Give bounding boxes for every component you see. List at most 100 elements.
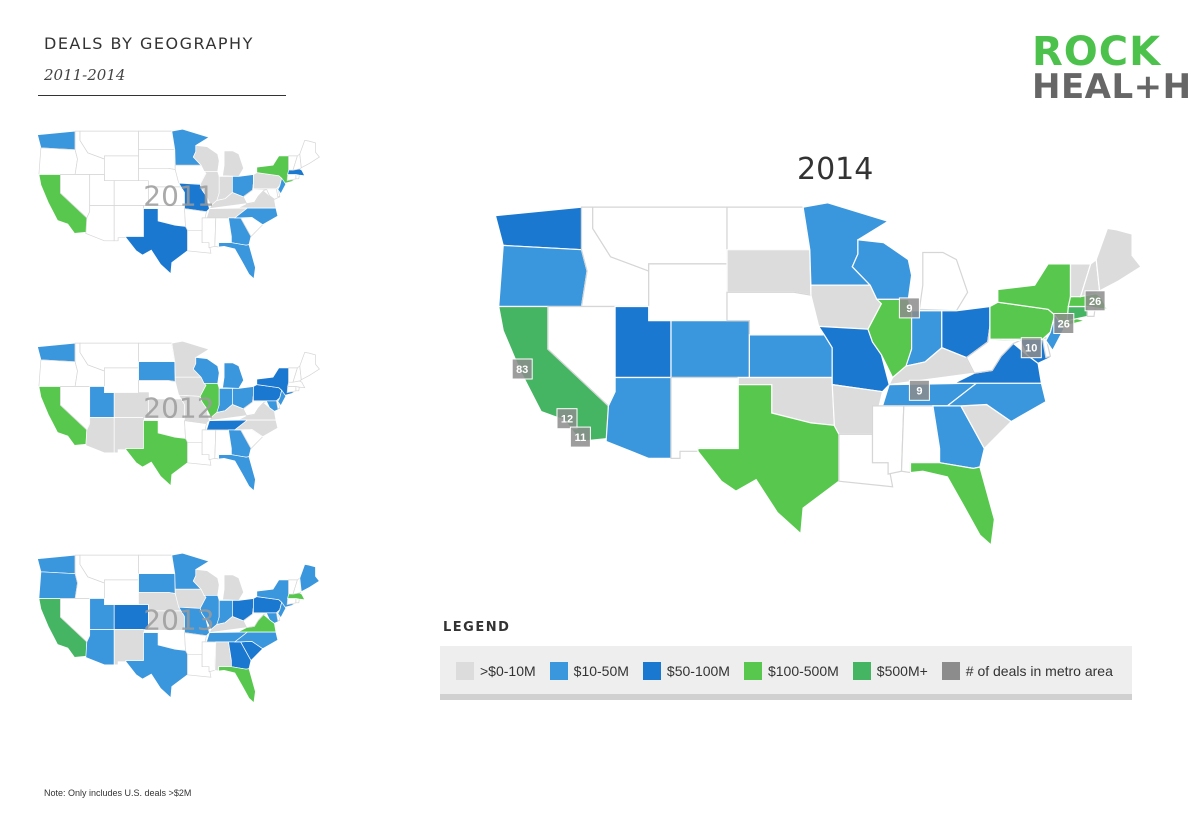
- state-nd: [138, 554, 176, 575]
- legend-swatch: [456, 662, 474, 680]
- legend-label: $50-100M: [666, 663, 730, 679]
- state-wy: [104, 367, 139, 394]
- metro-box: [569, 426, 591, 448]
- state-mi: [222, 362, 244, 389]
- metro-count: 26: [1058, 319, 1070, 331]
- state-nh: [292, 365, 302, 383]
- metro-box: [908, 379, 930, 401]
- map-2011: 2011: [36, 128, 322, 283]
- metro-box: [511, 358, 533, 380]
- state-me: [299, 564, 320, 593]
- metro-marker: 26: [1084, 290, 1106, 312]
- map-2012: 2012: [36, 340, 322, 495]
- legend-label: $100-500M: [767, 663, 839, 679]
- state-nd: [138, 342, 176, 363]
- map-year-label: 2013: [143, 604, 214, 637]
- legend-item-tier3: $100-500M: [743, 662, 839, 680]
- legend-swatch: [549, 662, 568, 680]
- state-ct: [286, 386, 297, 394]
- metro-marker: 12: [556, 408, 578, 430]
- metro-marker: 11: [569, 426, 591, 448]
- metro-marker: 26: [1053, 313, 1075, 334]
- state-mi: [918, 251, 969, 312]
- legend-label: # of deals in metro area: [965, 663, 1113, 679]
- metro-box: [898, 297, 920, 319]
- state-wy: [648, 263, 728, 322]
- state-sd: [726, 249, 812, 296]
- metro-marker: 10: [1020, 337, 1042, 359]
- metro-box: [1020, 337, 1042, 359]
- page-title: DEALS BY GEOGRAPHY: [44, 34, 254, 53]
- state-or: [38, 571, 78, 599]
- state-ma: [287, 168, 306, 177]
- state-wa: [494, 206, 583, 251]
- map-2014-year: 2014: [797, 152, 874, 187]
- state-ma: [287, 592, 306, 601]
- map-2013: 2013: [36, 552, 322, 707]
- state-ct: [286, 174, 297, 182]
- us-map-2012: 2012: [37, 340, 320, 492]
- metro-count: 83: [516, 364, 528, 376]
- legend-label: $10-50M: [573, 663, 629, 679]
- state-nm: [670, 376, 739, 459]
- state-or: [38, 147, 78, 175]
- legend-item-tier4: $500M+: [852, 662, 928, 680]
- state-co: [670, 320, 750, 379]
- legend-swatch: [743, 662, 762, 680]
- legend-swatch: [642, 662, 661, 680]
- state-ct: [286, 598, 297, 606]
- metro-box: [556, 408, 578, 430]
- legend-label: $500M+: [876, 663, 928, 679]
- state-wv: [242, 395, 267, 416]
- map-year-label: 2011: [143, 180, 214, 213]
- metro-count: 12: [561, 414, 573, 426]
- state-nd: [138, 130, 176, 151]
- state-or: [38, 359, 78, 387]
- state-me: [1095, 227, 1142, 292]
- state-fl: [218, 666, 256, 704]
- metro-count: 9: [916, 385, 922, 397]
- metro-marker: 9: [898, 297, 920, 319]
- state-wv: [242, 183, 267, 204]
- state-tx: [125, 208, 188, 275]
- logo-line-2: HEAL+H: [1032, 67, 1192, 107]
- legend-title: LEGEND: [443, 620, 511, 635]
- state-az: [85, 629, 115, 666]
- legend-item-tier2: $50-100M: [642, 662, 730, 680]
- map-2014: 83 12 11 9 10 9 26 26: [492, 200, 1147, 555]
- metro-count: 11: [575, 432, 587, 444]
- state-nh: [292, 577, 302, 595]
- metro-count: 26: [1089, 296, 1101, 308]
- metro-marker: 9: [908, 379, 930, 401]
- legend-swatch: [852, 662, 871, 680]
- state-wv: [965, 326, 1021, 374]
- state-mi: [222, 574, 244, 601]
- page-subtitle: 2011-2014: [44, 66, 126, 84]
- rock-health-logo: ROCK HEAL+H: [1032, 29, 1191, 104]
- state-wv: [242, 607, 267, 628]
- state-wa: [37, 554, 76, 575]
- legend-item-tier0: >$0-10M: [456, 662, 536, 680]
- state-ma: [287, 380, 306, 389]
- footnote: Note: Only includes U.S. deals >$2M: [44, 788, 192, 798]
- metro-box: [1084, 290, 1106, 312]
- logo-line-1: ROCK: [1032, 29, 1162, 75]
- state-nm: [113, 629, 144, 666]
- state-tx: [697, 384, 840, 535]
- state-nm: [113, 205, 144, 242]
- state-or: [498, 244, 588, 308]
- state-de: [1041, 336, 1052, 359]
- state-tx: [125, 420, 188, 487]
- state-me: [299, 140, 320, 169]
- state-fl: [909, 462, 996, 547]
- state-mi: [222, 150, 244, 177]
- title-divider: [38, 95, 286, 96]
- state-tx: [125, 632, 188, 699]
- state-fl: [218, 454, 256, 492]
- state-sd: [138, 361, 176, 382]
- state-ks: [748, 334, 833, 379]
- legend-panel-shadow: [440, 694, 1132, 700]
- legend-swatch: [941, 662, 960, 680]
- us-map-2013: 2013: [37, 552, 320, 704]
